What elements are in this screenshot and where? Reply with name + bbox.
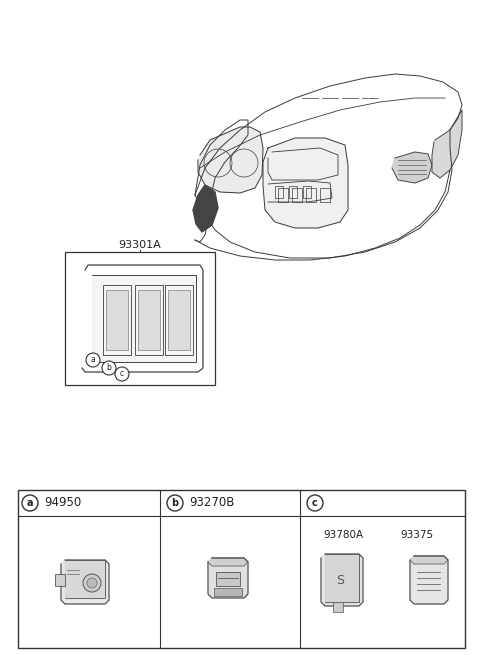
Text: 93301A: 93301A (119, 240, 161, 250)
Text: a: a (91, 356, 96, 364)
Bar (103, 285, 131, 355)
Bar (292, 188, 302, 202)
Text: 93270B: 93270B (189, 496, 234, 510)
Text: 94950: 94950 (44, 496, 81, 510)
Polygon shape (208, 558, 248, 566)
Bar (214, 588, 242, 596)
Circle shape (102, 361, 116, 375)
Bar (333, 602, 343, 612)
Polygon shape (321, 554, 363, 606)
Text: b: b (171, 498, 179, 508)
Circle shape (22, 495, 38, 511)
Bar (165, 285, 193, 355)
Polygon shape (208, 558, 248, 598)
Bar (65, 252, 215, 385)
Bar (320, 188, 330, 202)
Text: 93780A: 93780A (323, 530, 363, 540)
Bar (306, 188, 316, 202)
Text: c: c (312, 498, 318, 508)
Polygon shape (61, 560, 109, 604)
Polygon shape (92, 275, 196, 362)
Circle shape (167, 495, 183, 511)
Polygon shape (410, 556, 448, 604)
Polygon shape (65, 560, 105, 598)
Circle shape (83, 574, 101, 592)
Bar (138, 290, 160, 350)
Polygon shape (193, 185, 218, 232)
Polygon shape (432, 110, 462, 178)
Bar (278, 188, 288, 202)
Bar (106, 290, 128, 350)
Polygon shape (263, 138, 348, 228)
Bar (135, 285, 163, 355)
Polygon shape (392, 152, 432, 183)
Bar (275, 186, 283, 198)
Bar (168, 290, 190, 350)
Text: S: S (336, 574, 344, 586)
Text: a: a (27, 498, 33, 508)
Bar (55, 574, 65, 586)
Text: b: b (107, 364, 111, 373)
Circle shape (87, 578, 97, 588)
Circle shape (115, 367, 129, 381)
Polygon shape (410, 556, 448, 564)
Polygon shape (198, 127, 263, 193)
Bar (289, 186, 297, 198)
Bar (303, 186, 311, 198)
Bar (18, 490, 465, 648)
Bar (216, 572, 240, 586)
Circle shape (86, 353, 100, 367)
Polygon shape (325, 554, 359, 602)
Text: 93375: 93375 (400, 530, 433, 540)
Text: c: c (120, 369, 124, 379)
Circle shape (307, 495, 323, 511)
